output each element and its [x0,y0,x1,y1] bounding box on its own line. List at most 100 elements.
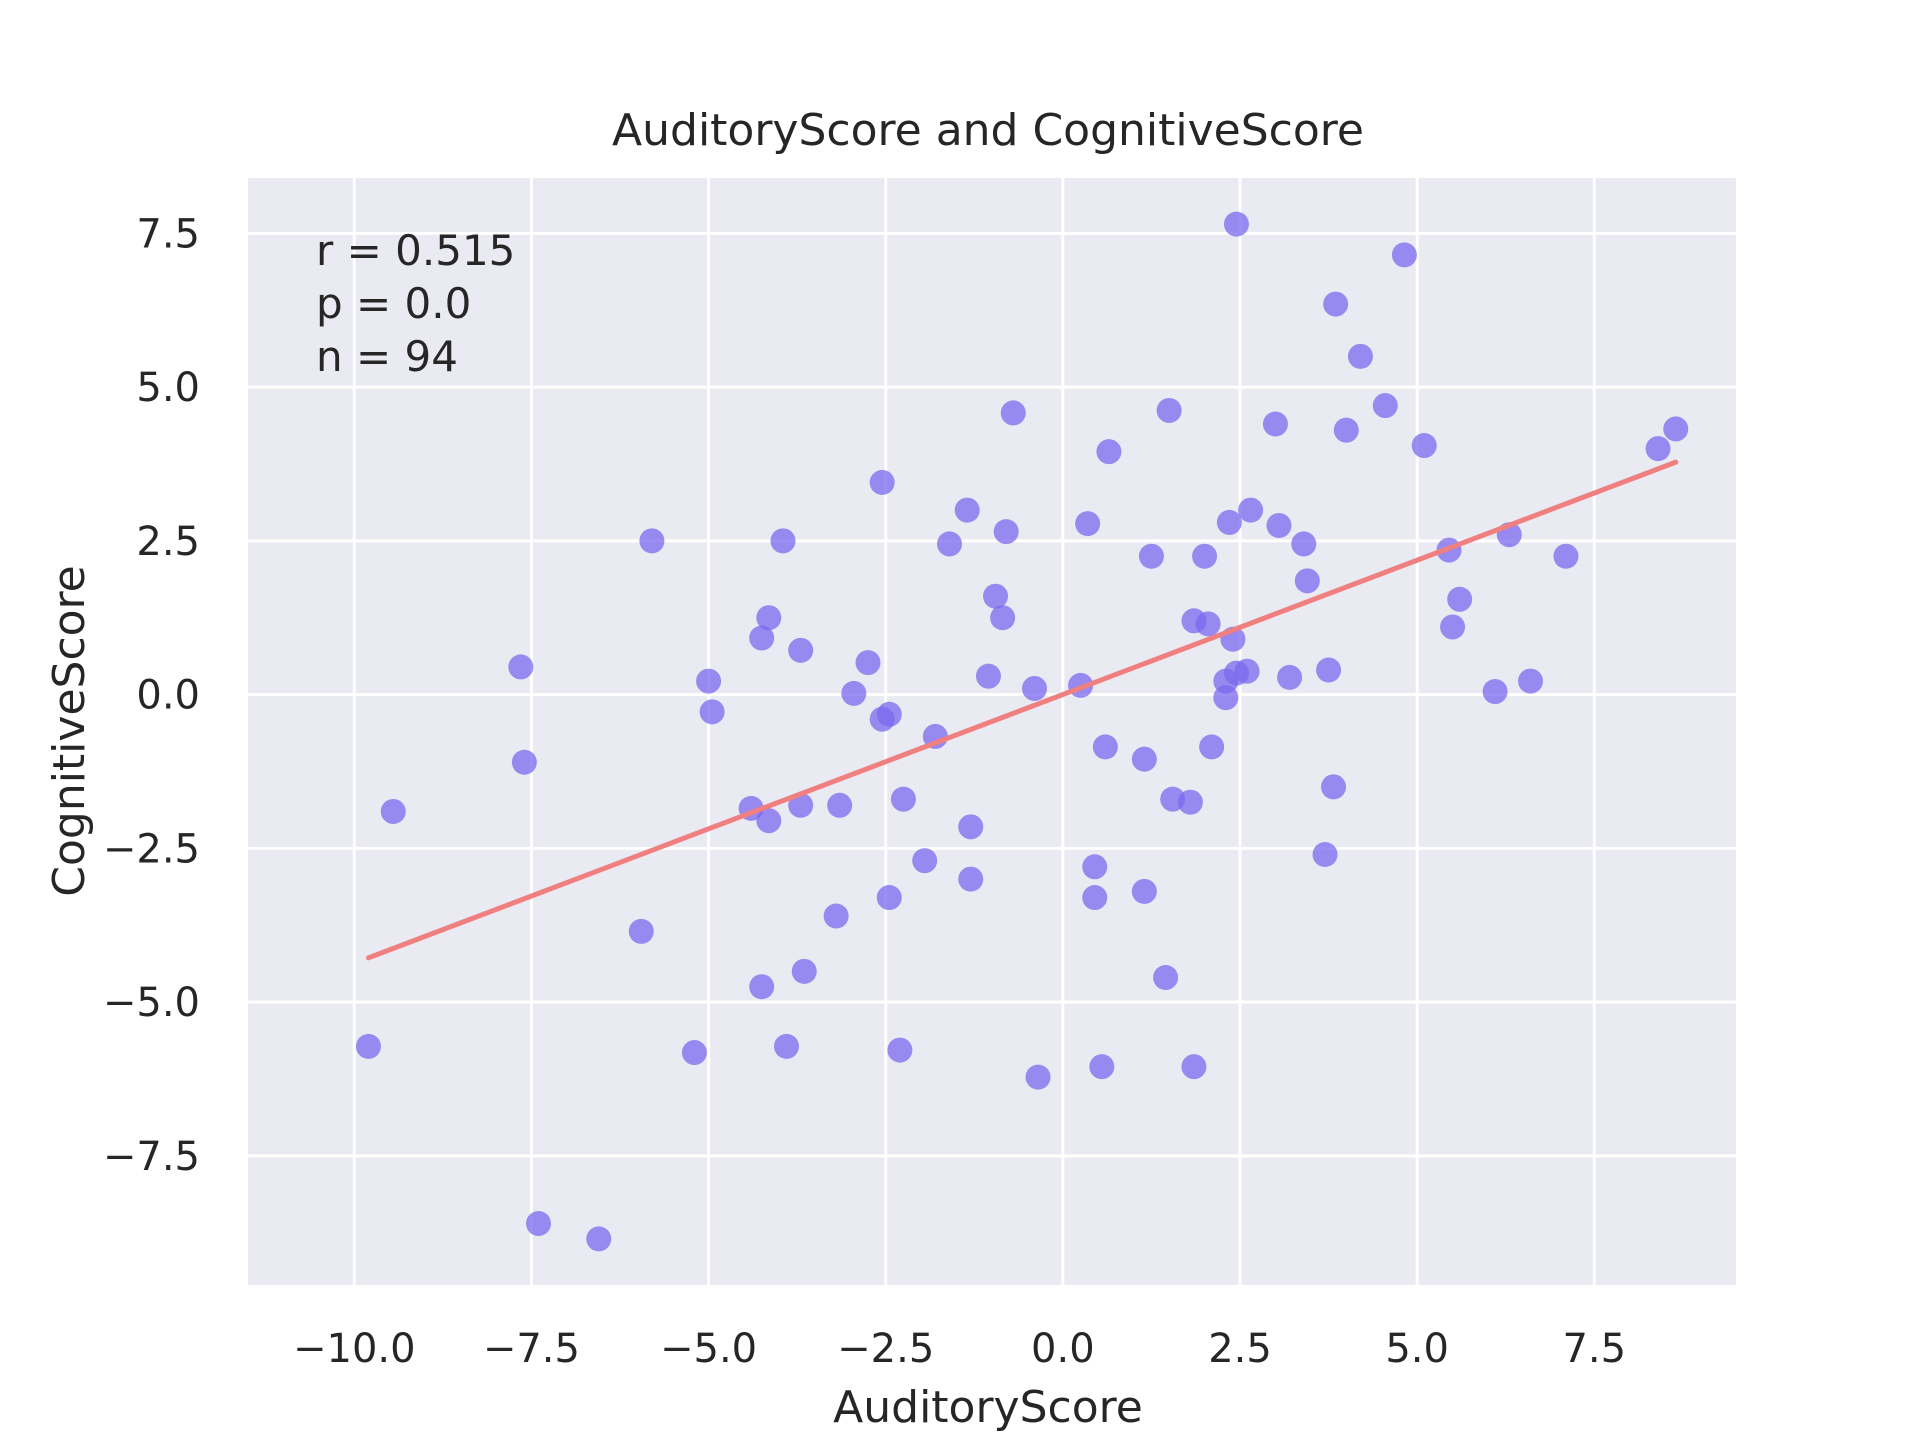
data-point [869,469,895,495]
data-point [1199,734,1225,760]
data-point [526,1211,552,1236]
data-point [887,1037,913,1063]
data-point [774,1033,800,1059]
x-axis-label: AuditoryScore [833,1382,1143,1433]
data-point [958,866,984,892]
y-tick-label: −2.5 [103,826,200,872]
data-point [1391,242,1417,268]
data-point [1372,393,1398,419]
data-point [975,663,1001,689]
data-point [1277,664,1303,690]
y-tick-label: 0.0 [136,673,200,719]
data-point [1131,746,1157,772]
data-point [936,531,962,557]
p-value-label: p = 0.0 [316,279,471,328]
data-point [1663,416,1689,442]
data-point [1411,433,1437,459]
data-point [749,974,775,1000]
sample-size-label: n = 94 [316,332,458,381]
correlation-r-label: r = 0.515 [316,226,515,275]
data-point [1553,543,1579,569]
x-tick-labels: −10.0 −7.5 −5.0 −2.5 0.0 2.5 5.0 7.5 [293,1326,1626,1372]
gridlines [248,178,1736,1285]
chart-title: AuditoryScore and CognitiveScore [612,105,1364,156]
x-tick-label: −7.5 [483,1326,580,1372]
data-point [993,519,1019,545]
data-point [823,903,849,929]
y-tick-label: −7.5 [103,1134,200,1180]
x-tick-label: −10.0 [293,1326,416,1372]
regression-line [365,459,1679,961]
data-point [756,605,782,631]
y-tick-labels: −7.5 −5.0 −2.5 0.0 2.5 5.0 7.5 [103,211,200,1180]
data-point [770,528,796,554]
data-point [1312,842,1338,867]
data-point [1447,586,1473,612]
data-point [756,808,782,834]
y-tick-label: 2.5 [136,519,200,565]
data-point [1156,397,1182,423]
data-point [1192,543,1218,569]
data-point [788,637,814,663]
data-point [1195,611,1221,637]
data-point [1223,211,1249,237]
x-tick-label: 0.0 [1031,1326,1095,1372]
data-point [1092,734,1118,760]
data-point [1153,965,1179,990]
data-point [1347,343,1373,369]
data-point [958,814,984,840]
data-point [1022,675,1048,701]
data-point [791,958,817,984]
x-tick-label: 2.5 [1208,1326,1272,1372]
data-point [827,792,853,818]
x-tick-label: 7.5 [1562,1326,1626,1372]
y-tick-label: −5.0 [103,980,200,1026]
data-point [876,885,902,911]
data-point [699,699,725,725]
data-point [1266,512,1292,538]
data-points [355,211,1689,1252]
data-point [1000,400,1026,426]
data-point [696,668,722,694]
data-point [1645,436,1671,462]
data-point [788,792,814,818]
data-point [983,583,1009,609]
data-point [1238,497,1264,523]
data-point [380,798,406,824]
data-point [1482,679,1508,705]
data-point [1323,291,1349,317]
x-tick-label: −2.5 [837,1326,934,1372]
data-point [841,680,867,706]
data-point [355,1033,381,1059]
y-axis-label: CognitiveScore [44,565,95,897]
data-point [954,497,980,523]
data-point [912,848,938,874]
data-point [855,650,881,676]
data-point [1213,685,1239,711]
data-point [1138,543,1164,569]
data-point [1333,417,1359,443]
data-point [1291,531,1317,557]
data-point [511,749,537,775]
data-point [508,654,534,680]
data-point [628,918,654,944]
y-tick-label: 5.0 [136,365,200,411]
data-point [1316,657,1342,683]
data-point [1321,774,1347,800]
data-point [1177,789,1203,815]
data-point [890,786,916,812]
data-point [869,706,895,732]
data-point [1518,668,1544,694]
y-tick-label: 7.5 [136,211,200,257]
data-point [1131,878,1157,904]
data-point [1025,1064,1051,1090]
plot-area-background [248,178,1736,1285]
x-tick-label: −5.0 [660,1326,757,1372]
data-point [1440,614,1466,640]
data-point [1294,568,1320,594]
data-point [586,1226,612,1252]
data-point [1216,509,1242,535]
data-point [1096,439,1122,465]
regression-line-group [365,459,1679,961]
